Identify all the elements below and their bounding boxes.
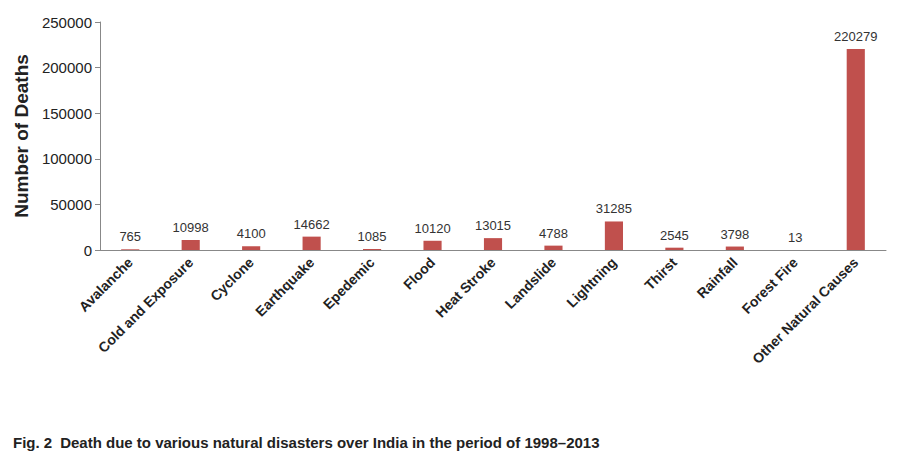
svg-text:200000: 200000 [42, 59, 92, 76]
svg-text:0: 0 [84, 242, 92, 259]
svg-text:Forest Fire: Forest Fire [739, 254, 802, 317]
svg-text:Fig. 2: Fig. 2 [13, 434, 52, 451]
svg-text:Avalanche: Avalanche [75, 254, 136, 315]
svg-text:13015: 13015 [475, 218, 511, 233]
svg-text:50000: 50000 [50, 196, 92, 213]
svg-text:14662: 14662 [294, 217, 330, 232]
svg-text:220279: 220279 [834, 29, 877, 44]
svg-text:Number of Deaths: Number of Deaths [11, 54, 32, 218]
svg-text:10120: 10120 [414, 221, 450, 236]
svg-text:Other Natural Causes: Other Natural Causes [749, 254, 862, 367]
svg-text:Death due to various natural d: Death due to various natural disasters o… [60, 434, 599, 451]
svg-text:3798: 3798 [720, 227, 749, 242]
svg-text:31285: 31285 [596, 201, 632, 216]
svg-text:Rainfall: Rainfall [693, 254, 740, 301]
svg-text:13: 13 [788, 230, 802, 245]
svg-text:10998: 10998 [173, 220, 209, 235]
svg-text:Thirst: Thirst [641, 254, 680, 293]
svg-text:150000: 150000 [42, 105, 92, 122]
svg-text:Heat Stroke: Heat Stroke [432, 254, 498, 320]
svg-text:Earthquake: Earthquake [252, 254, 317, 319]
svg-text:765: 765 [119, 229, 141, 244]
svg-text:1085: 1085 [358, 229, 387, 244]
svg-text:Epedemic: Epedemic [320, 254, 378, 312]
svg-text:Lightning: Lightning [563, 254, 619, 310]
svg-text:Flood: Flood [400, 254, 438, 292]
svg-text:100000: 100000 [42, 150, 92, 167]
svg-text:4788: 4788 [539, 226, 568, 241]
svg-text:250000: 250000 [42, 14, 92, 31]
svg-text:Landslide: Landslide [502, 254, 560, 312]
svg-text:Cold and Exposure: Cold and Exposure [95, 254, 197, 356]
svg-text:Cyclone: Cyclone [207, 254, 257, 304]
svg-text:2545: 2545 [660, 228, 689, 243]
svg-text:4100: 4100 [237, 226, 266, 241]
